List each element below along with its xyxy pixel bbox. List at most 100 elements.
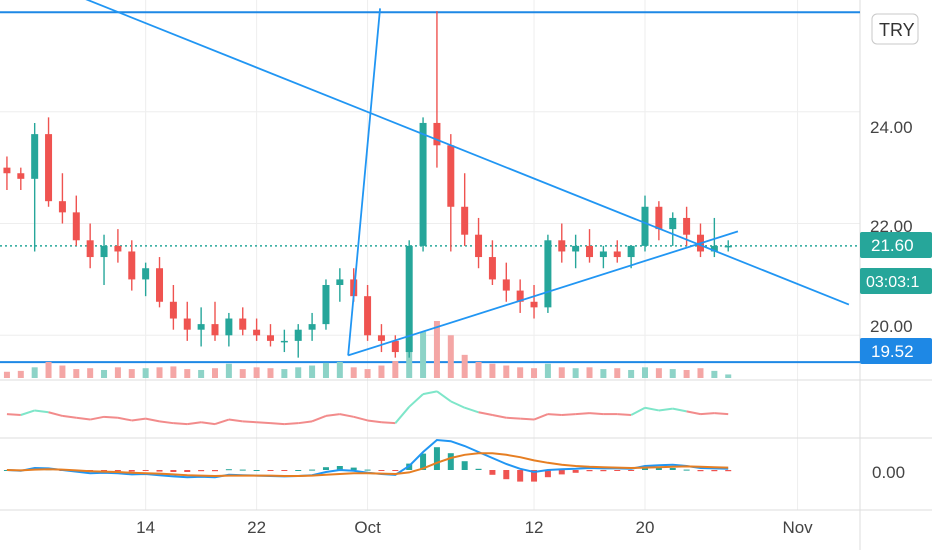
candle-body [308,324,316,330]
rsi-line-segment [436,390,452,403]
macd-histogram-bar [267,470,274,471]
rsi-line-segment [270,422,285,426]
trendline-drawings[interactable] [18,0,850,357]
volume-bar [558,367,565,378]
macd-histogram-bar [239,469,246,471]
volume-bar [697,368,704,378]
macd-histogram-bar [225,469,232,471]
volume-bar [198,369,205,378]
candle-body [641,206,649,246]
macd-histogram-bar [544,470,551,478]
macd-histogram-bar [697,470,704,472]
rsi-line-segment [34,409,49,414]
macd-histogram-bar [281,470,288,471]
volume-bar [614,368,621,378]
candle-body [475,234,483,258]
volume-bar [184,369,191,378]
volume-bar [544,363,551,378]
candle-body [142,268,150,280]
volume-bar [642,367,648,378]
volume-bar [600,369,607,378]
volume-bar [73,369,80,378]
volume-bar [364,369,371,378]
macd-zero-label: 0.00 [872,463,905,482]
macd-histogram-bar [142,470,149,471]
candle-body [669,217,677,230]
macd-histogram-bar [628,470,635,471]
candle-body [197,324,205,330]
macd-histogram-bar [683,469,690,471]
macd-histogram-bar [503,470,510,480]
macd-histogram-bar [531,470,538,482]
last-price-badge: 21.60 [871,236,914,255]
candle-body [724,245,732,248]
macd-histogram-bar [461,461,468,470]
rsi-line-segment [700,412,715,416]
candle-body [613,251,621,258]
rsi-line-segment [658,407,673,412]
macd-histogram-bar [350,467,357,470]
volume-bar [433,321,440,378]
candle-body [586,245,594,258]
lower-trendline [347,230,739,357]
macd-histogram-bar [198,470,205,472]
volume-bar [517,367,524,378]
macd-histogram-bar [156,470,163,472]
candle-body [17,173,25,179]
macd-histogram-bar [170,470,177,472]
rsi-line-segment [187,421,202,426]
rsi-line-segment [20,409,35,416]
currency-button-bg[interactable] [871,13,919,45]
candle-body [627,245,635,258]
rsi-line-segment [62,414,77,419]
volume-bar [711,370,718,378]
candle-body [516,290,524,302]
rsi-line-segment [76,416,91,421]
support-level-badge: 19.52 [871,342,914,361]
candle-body [502,279,510,291]
time-tick-label: 12 [525,518,544,537]
volume-bar [655,368,662,378]
support-level-badge-bg [860,338,932,364]
rsi-line-segment [617,413,632,416]
volume-bar [253,367,260,378]
candle-body [572,245,580,252]
rsi-line-segment [339,413,354,418]
rsi-line-segment [228,418,243,423]
macd-histogram-bar [101,470,108,472]
macd-histogram-bar [614,470,621,471]
currency-button[interactable]: TRY [879,20,915,40]
rsi-line-segment [533,413,549,421]
candle-body [72,212,80,241]
macd-histogram-bar [322,467,329,470]
volume-bar [309,365,316,378]
volume-bar [572,368,579,378]
rsi-line-segment [672,407,687,413]
rsi-line-segment [103,415,118,419]
rsi-line-segment [353,415,368,422]
candle-body [599,251,607,258]
candle-body [391,340,399,353]
rsi-line-segment [561,413,576,416]
time-tick-label: 22 [247,518,266,537]
rsi-indicator [6,390,729,426]
volume-bar [281,369,288,378]
candle-body [266,335,274,341]
candle-body [336,279,344,285]
candle-body [447,145,455,207]
macd-histogram-bar [128,470,135,472]
rsi-line-segment [284,422,299,426]
macd-histogram-bar [433,447,440,470]
rsi-line-segment [214,418,230,426]
volume-bar [503,365,510,378]
macd-indicator [3,438,732,482]
volume-bar [170,366,177,378]
candle-body [405,245,413,353]
candle-body [322,285,330,325]
candle-body [3,167,11,174]
rsi-line-segment [325,413,340,417]
candle-body [461,206,469,235]
volume-bar [683,369,690,378]
